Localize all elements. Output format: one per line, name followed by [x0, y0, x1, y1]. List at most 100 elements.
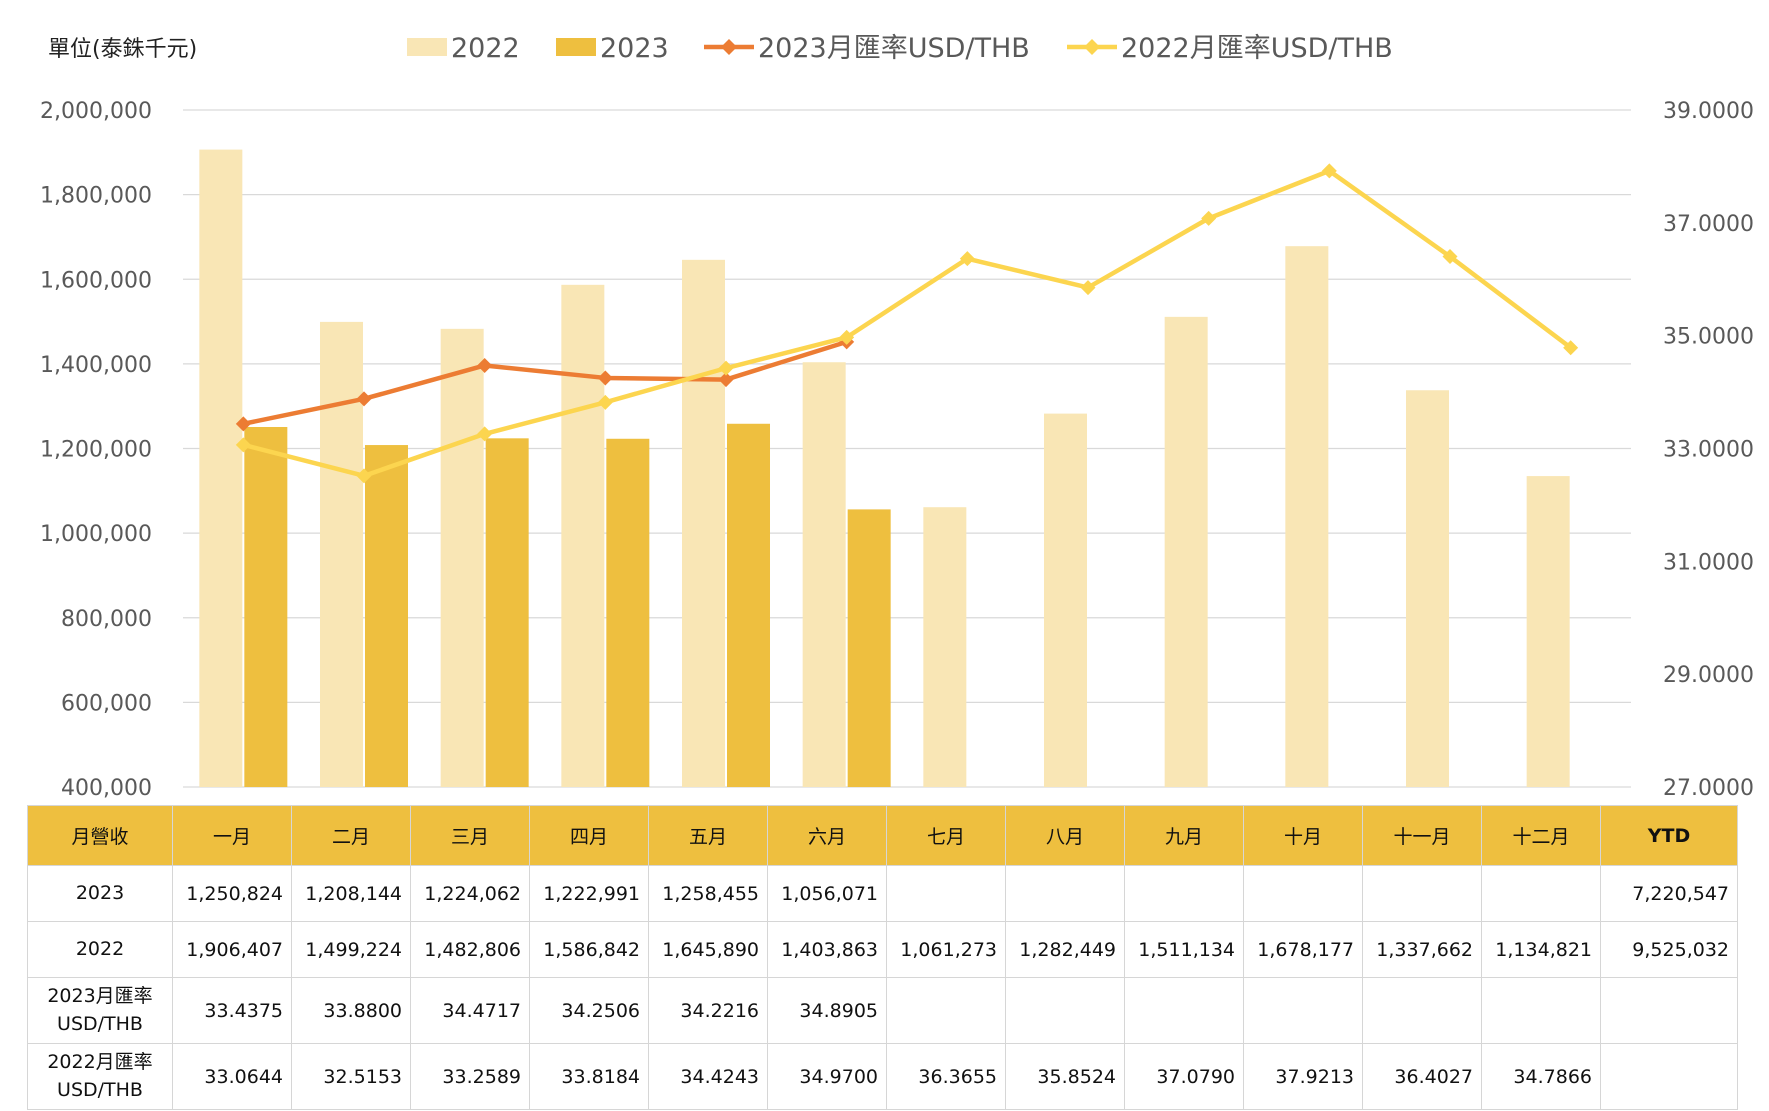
bar-2022 [561, 284, 605, 787]
table-cell: 33.0644 [172, 1043, 292, 1110]
table-cell: 1,403,863 [767, 921, 887, 978]
y-right-tick-label: 29.0000 [1663, 663, 1754, 688]
table-header-cell: 十二月 [1481, 805, 1601, 866]
table-cell: 34.4717 [410, 977, 530, 1044]
legend-label: 2022 [451, 33, 520, 64]
y-right-tick-label: 27.0000 [1663, 776, 1754, 800]
table-cell: 1,208,144 [291, 865, 411, 922]
marker-2023月匯率USD/THB [477, 357, 493, 373]
table-cell: 33.2589 [410, 1043, 530, 1110]
table-cell: 1,678,177 [1243, 921, 1363, 978]
legend-swatch [407, 38, 447, 56]
table-header-cell: YTD [1600, 805, 1738, 866]
table-cell [1481, 865, 1601, 922]
table-cell [1362, 977, 1482, 1044]
table-cell: 32.5153 [291, 1043, 411, 1110]
table-header-cell: 九月 [1124, 805, 1244, 866]
marker-2022月匯率USD/THB [839, 329, 855, 345]
table-cell: 1,499,224 [291, 921, 411, 978]
marker-2023月匯率USD/THB [718, 372, 734, 388]
table-header-cell: 一月 [172, 805, 292, 866]
y-left-tick-label: 1,000,000 [40, 522, 152, 547]
bar-2023 [606, 438, 650, 787]
table-cell: 35.8524 [1005, 1043, 1125, 1110]
table-row: 2023月匯率 USD/THB 33.4375 33.8800 34.4717 34.25… [27, 977, 1738, 1044]
bar-2022 [1285, 246, 1329, 787]
table-cell: 36.4027 [1362, 1043, 1482, 1110]
table-header-label: 月營收 [27, 805, 173, 866]
table-cell [1481, 977, 1601, 1044]
table-cell: 1,134,821 [1481, 921, 1601, 978]
bar-2022 [1044, 413, 1087, 787]
bar-2022 [440, 328, 484, 787]
table-cell: 7,220,547 [1600, 865, 1738, 922]
y-left-tick-label: 1,400,000 [40, 353, 152, 378]
table-cell [1600, 1043, 1738, 1110]
bar-2023 [847, 509, 891, 787]
table-cell: 1,224,062 [410, 865, 530, 922]
marker-2022月匯率USD/THB [1321, 163, 1337, 179]
table-cell [886, 865, 1006, 922]
line-2023月匯率USD/THB [242, 339, 848, 427]
table-cell: 1,645,890 [648, 921, 768, 978]
table-header-row: 月營收 一月 二月 三月 四月 五月 六月 七月 八月 九月 十月 十一月 十二月 YTD [27, 805, 1738, 866]
table-header-cell: 二月 [291, 805, 411, 866]
bar-2023 [244, 426, 288, 787]
revenue-chart: 400,000 600,000 800,000 1,000,000 1,200,000 1… [40, 33, 1754, 800]
table-cell: 1,511,134 [1124, 921, 1244, 978]
table-cell: 1,258,455 [648, 865, 768, 922]
table-row: 2022月匯率 USD/THB 33.0644 32.5153 33.2589 33.81… [27, 1043, 1738, 1110]
marker-2022月匯率USD/THB [1080, 280, 1096, 296]
marker-2022月匯率USD/THB [235, 437, 251, 453]
table-cell: 1,482,806 [410, 921, 530, 978]
table-cell: 33.4375 [172, 977, 292, 1044]
bar-2022 [320, 321, 363, 787]
y-right-tick-label: 33.0000 [1663, 438, 1754, 463]
line-2022月匯率USD/THB [242, 168, 1573, 479]
table-cell: 36.3655 [886, 1043, 1006, 1110]
marker-2023月匯率USD/THB [235, 416, 251, 432]
y-left-tick-label: 1,800,000 [40, 184, 152, 209]
table-header-cell: 四月 [529, 805, 649, 866]
marker-2022月匯率USD/THB [1201, 210, 1217, 226]
y-right-tick-label: 39.0000 [1663, 99, 1754, 124]
table-header-cell: 六月 [767, 805, 887, 866]
marker-2023月匯率USD/THB [356, 391, 372, 407]
bar-2022 [1164, 316, 1208, 787]
marker-2022月匯率USD/THB [959, 251, 975, 267]
table-cell: 1,906,407 [172, 921, 292, 978]
legend-marker [721, 39, 737, 55]
table-cell: 34.9700 [767, 1043, 887, 1110]
table-header-cell: 七月 [886, 805, 1006, 866]
legend-label: 2023月匯率USD/THB [758, 33, 1030, 64]
legend-marker [1084, 39, 1100, 55]
table-cell: 33.8184 [529, 1043, 649, 1110]
y-left-tick-label: 600,000 [61, 691, 152, 716]
bar-2023 [485, 438, 529, 787]
y-left-tick-label: 2,000,000 [40, 99, 152, 124]
table-cell: 34.2216 [648, 977, 768, 1044]
table-header-cell: 八月 [1005, 805, 1125, 866]
legend-label: 2023 [600, 33, 669, 64]
table-header-cell: 三月 [410, 805, 530, 866]
table-header-cell: 十一月 [1362, 805, 1482, 866]
bar-2022 [802, 362, 846, 787]
bar-2022 [923, 507, 967, 787]
table-cell [1005, 977, 1125, 1044]
y-right-tick-label: 35.0000 [1663, 325, 1754, 350]
table-row-label: 2022月匯率 USD/THB [27, 1043, 173, 1110]
table-cell [1005, 865, 1125, 922]
table-cell: 37.0790 [1124, 1043, 1244, 1110]
table-cell: 1,250,824 [172, 865, 292, 922]
table-cell [1124, 977, 1244, 1044]
table-cell [1243, 865, 1363, 922]
table-cell: 34.2506 [529, 977, 649, 1044]
table-cell: 1,056,071 [767, 865, 887, 922]
data-table: 月營收 一月 二月 三月 四月 五月 六月 七月 八月 九月 十月 十一月 十二月 YTD 2023 1,2… [27, 805, 1738, 1110]
table-cell: 9,525,032 [1600, 921, 1738, 978]
marker-2022月匯率USD/THB [1442, 249, 1458, 265]
table-cell: 1,061,273 [886, 921, 1006, 978]
table-cell: 34.7866 [1481, 1043, 1601, 1110]
legend-label: 2022月匯率USD/THB [1121, 33, 1393, 64]
y-left-tick-label: 1,200,000 [40, 438, 152, 463]
